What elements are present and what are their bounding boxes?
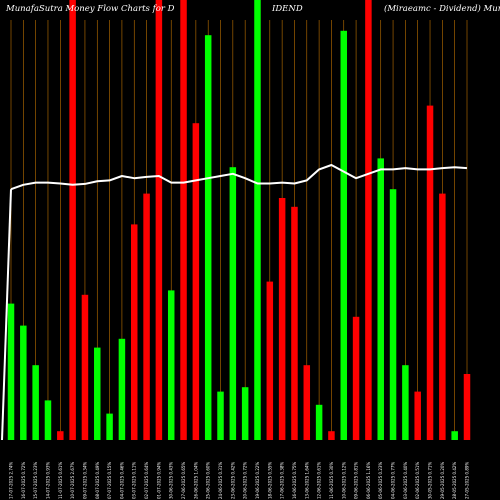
x-tick-label: 08-07-2025 0.49% (95, 462, 100, 499)
bar (389, 189, 397, 440)
bars (7, 0, 471, 441)
x-tick-label: 30-05-2025 0.71% (428, 462, 433, 499)
x-tick-label: 03-06-2025 0.40% (403, 462, 408, 499)
bar (130, 224, 138, 440)
bar (414, 391, 421, 440)
x-tick-label: 19-06-2025 0.22% (255, 462, 260, 499)
bar (266, 281, 274, 440)
x-tick-label: 17-06-2025 0.38% (280, 462, 285, 499)
bar (192, 123, 200, 440)
x-tick-label: 02-07-2025 0.64% (144, 462, 149, 499)
bar (254, 0, 261, 440)
bar (118, 338, 126, 440)
bar (426, 105, 434, 440)
x-tick-label: 16-06-2025 0.75% (292, 462, 297, 499)
x-tick-label: 04-07-2025 0.46% (119, 462, 124, 499)
x-tick-label: 25-06-2025 0.60% (206, 462, 211, 499)
bar (229, 167, 237, 440)
bar (402, 365, 409, 440)
x-tick-label: 04-06-2025 0.77% (391, 462, 396, 499)
x-tick-labels: 17-07-2025 2.74% 16-07-2025 0.72% 15-07-20… (9, 462, 470, 499)
x-tick-label: 07-07-2025 0.15% (107, 462, 112, 499)
x-tick-label: 11-07-2025 0.61% (58, 462, 63, 499)
bar (352, 316, 360, 440)
x-tick-label: 09-07-2025 0.34% (82, 462, 87, 499)
bar (94, 347, 101, 440)
x-tick-label: 14-07-2025 0.93% (45, 462, 50, 499)
x-tick-label: 01-07-2025 0.94% (156, 462, 161, 499)
x-tick-label: 03-07-2025 0.11% (132, 462, 137, 499)
bar (143, 193, 150, 440)
x-tick-label: 23-06-2025 0.42% (230, 462, 235, 499)
x-tick-label: 26-06-2025 1.04% (193, 462, 198, 499)
bar (303, 365, 311, 440)
bar (20, 325, 27, 440)
bar (451, 431, 458, 440)
bar (241, 387, 249, 440)
bar (291, 206, 298, 440)
bar (44, 400, 52, 440)
bar (365, 0, 372, 440)
x-tick-label: 09-06-2025 0.81% (354, 462, 359, 499)
bar (180, 0, 187, 440)
trend-line-start (1, 189, 12, 441)
bar (439, 193, 446, 440)
x-tick-label: 02-06-2025 0.51% (415, 462, 420, 499)
x-tick-label: 10-07-2025 2.67% (70, 462, 75, 499)
x-tick-label: 15-07-2025 0.23% (33, 462, 38, 499)
x-tick-label: 27-05-2025 0.89% (465, 462, 470, 499)
bar (155, 0, 163, 440)
x-tick-label: 18-06-2025 0.55% (267, 462, 272, 499)
x-tick-label: 11-06-2025 0.30% (329, 462, 334, 499)
x-tick-label: 28-05-2025 0.42% (452, 462, 457, 499)
x-tick-label: 17-07-2025 2.74% (9, 462, 14, 499)
bar (106, 413, 113, 440)
x-tick-label: 27-06-2025 0.65% (181, 462, 186, 499)
bar (463, 374, 471, 440)
x-tick-label: 10-06-2025 0.12% (341, 462, 346, 499)
trend-line (10, 164, 468, 191)
bar (204, 35, 212, 440)
chart-title-left: MunafaSutra Money Flow Charts for D (5, 4, 175, 14)
x-tick-label: 06-06-2025 1.16% (366, 462, 371, 499)
bar (81, 294, 89, 440)
x-tick-label: 13-06-2025 1.64% (304, 462, 309, 499)
bar (377, 158, 384, 440)
chart-title-middle: IDEND (271, 4, 303, 14)
bar (278, 198, 286, 440)
bar (32, 365, 39, 440)
bar (57, 431, 64, 440)
bar (217, 391, 224, 440)
bar (7, 303, 15, 440)
bar (167, 290, 175, 440)
x-tick-label: 12-06-2025 0.61% (317, 462, 322, 499)
trend-line-layer (1, 164, 468, 441)
bar (315, 404, 323, 440)
x-tick-label: 05-06-2025 0.23% (378, 462, 383, 499)
bar (328, 431, 335, 440)
x-tick-label: 30-06-2025 0.43% (169, 462, 174, 499)
bar (340, 30, 348, 441)
chart-title-right: (Miraeamc - Dividend) MunafaS (384, 3, 500, 14)
x-tick-label: 29-05-2025 0.20% (440, 462, 445, 499)
x-tick-label: 24-06-2025 0.31% (218, 462, 223, 499)
x-tick-label: 16-07-2025 0.72% (21, 462, 26, 499)
x-tick-label: 20-06-2025 0.72% (243, 462, 248, 499)
bar (69, 0, 76, 440)
